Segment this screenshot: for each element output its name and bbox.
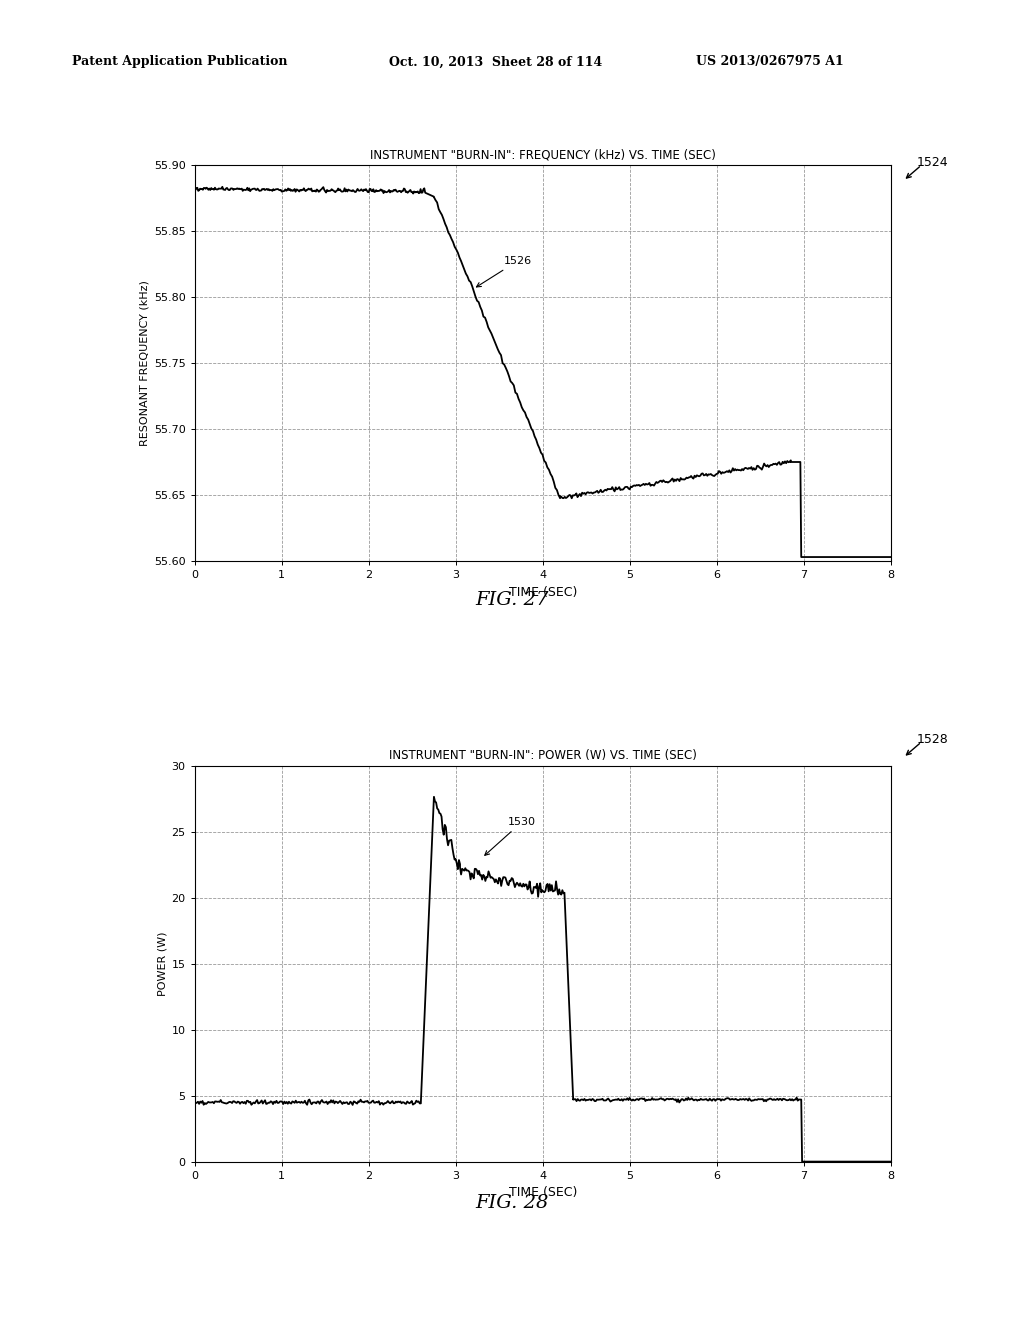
Title: INSTRUMENT "BURN-IN": POWER (W) VS. TIME (SEC): INSTRUMENT "BURN-IN": POWER (W) VS. TIME… [389, 748, 696, 762]
Text: FIG. 28: FIG. 28 [475, 1193, 549, 1212]
Text: FIG. 27: FIG. 27 [475, 590, 549, 609]
Text: 1526: 1526 [476, 256, 531, 286]
Title: INSTRUMENT "BURN-IN": FREQUENCY (kHz) VS. TIME (SEC): INSTRUMENT "BURN-IN": FREQUENCY (kHz) VS… [370, 148, 716, 161]
Text: Patent Application Publication: Patent Application Publication [72, 55, 287, 69]
Text: Oct. 10, 2013  Sheet 28 of 114: Oct. 10, 2013 Sheet 28 of 114 [389, 55, 602, 69]
Y-axis label: POWER (W): POWER (W) [158, 932, 167, 995]
Y-axis label: RESONANT FREQUENCY (kHz): RESONANT FREQUENCY (kHz) [139, 280, 150, 446]
X-axis label: TIME (SEC): TIME (SEC) [509, 1187, 577, 1199]
X-axis label: TIME (SEC): TIME (SEC) [509, 586, 577, 598]
Text: 1524: 1524 [916, 156, 948, 169]
Text: 1530: 1530 [484, 817, 536, 855]
Text: 1528: 1528 [916, 733, 948, 746]
Text: US 2013/0267975 A1: US 2013/0267975 A1 [696, 55, 844, 69]
